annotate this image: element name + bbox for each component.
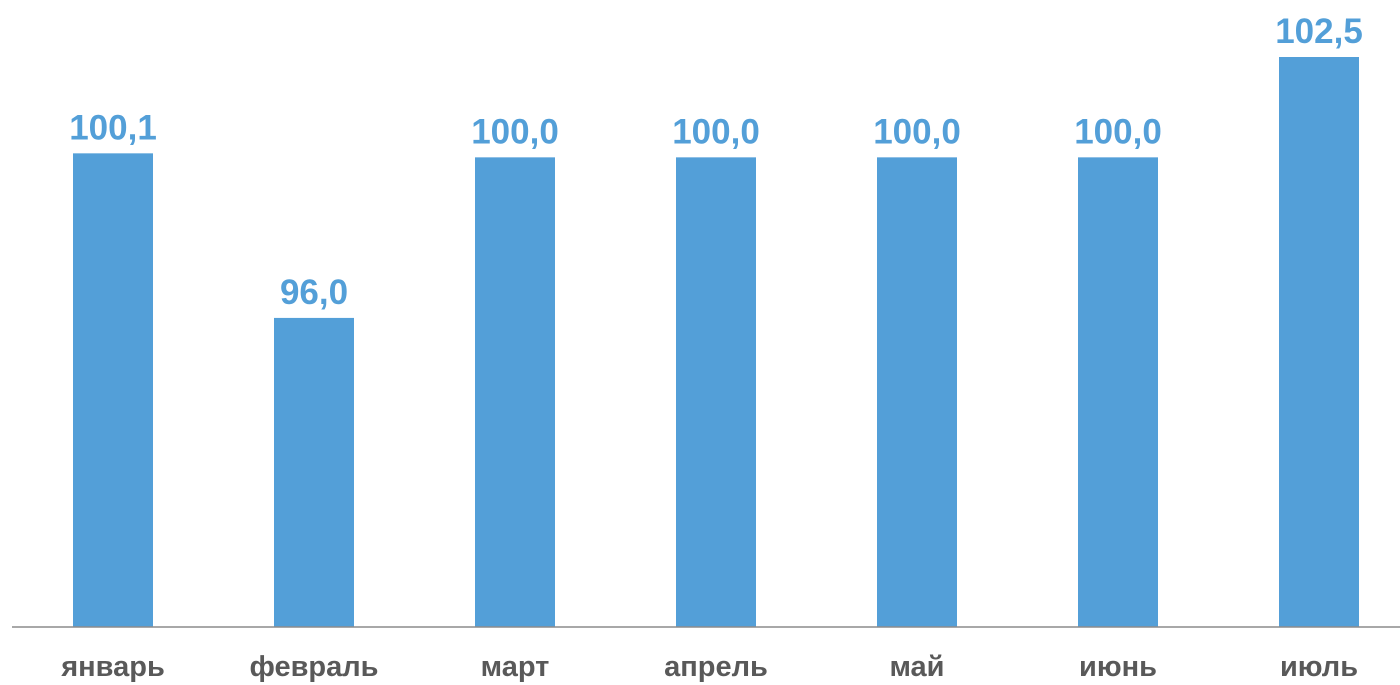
bars-layer bbox=[73, 57, 1359, 628]
category-labels-layer: январь февраль март апрель май июнь июль bbox=[60, 651, 1358, 683]
category-label-4: апрель bbox=[664, 651, 768, 683]
bar-value-label-1: 100,1 bbox=[69, 108, 157, 147]
bar-4 bbox=[676, 157, 756, 627]
bar-1 bbox=[73, 153, 153, 628]
bar-value-label-5: 100,0 bbox=[873, 112, 961, 151]
category-label-6: июнь bbox=[1079, 651, 1157, 683]
bar-value-label-2: 96,0 bbox=[280, 273, 348, 312]
category-label-5: май bbox=[889, 651, 944, 683]
bar-value-label-7: 102,5 bbox=[1275, 12, 1363, 51]
category-label-7: июль bbox=[1280, 651, 1358, 683]
bar-5 bbox=[877, 157, 957, 627]
bar-value-label-4: 100,0 bbox=[672, 112, 760, 151]
category-label-2: февраль bbox=[249, 651, 378, 683]
bar-6 bbox=[1078, 157, 1158, 627]
category-label-1: январь bbox=[60, 651, 165, 683]
bar-2 bbox=[274, 317, 354, 627]
bar-7 bbox=[1279, 57, 1359, 627]
category-label-3: март bbox=[481, 651, 550, 683]
bar-value-label-3: 100,0 bbox=[471, 112, 559, 151]
bar-3 bbox=[475, 157, 555, 627]
value-labels-layer: 100,1 96,0 100,0 100,0 100,0 100,0 102,5 bbox=[69, 12, 1363, 312]
bar-value-label-6: 100,0 bbox=[1074, 112, 1162, 151]
